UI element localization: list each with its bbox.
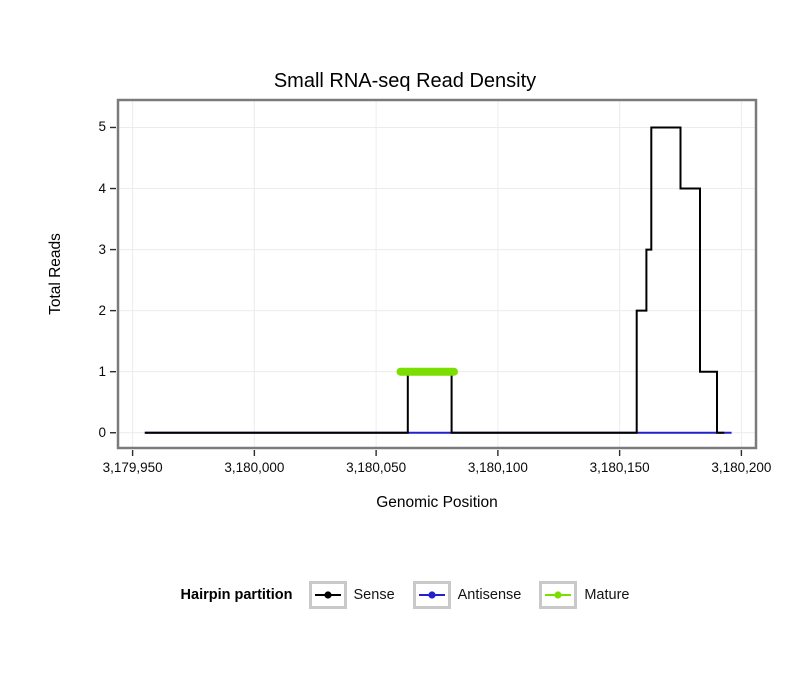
x-tick-label: 3,180,050 (346, 460, 407, 475)
legend-item: Sense (308, 581, 395, 609)
y-tick-label: 1 (98, 363, 106, 379)
legend-item: Antisense (412, 581, 522, 609)
y-tick-label: 4 (98, 180, 106, 196)
x-tick-label: 3,180,100 (467, 460, 528, 475)
chart-title: Small RNA-seq Read Density (273, 70, 537, 92)
x-tick-label: 3,180,200 (711, 460, 772, 475)
panel-border (116, 98, 758, 450)
y-tick-label: 0 (98, 424, 106, 440)
legend-item: Mature (539, 581, 629, 609)
x-tick-label: 3,179,950 (102, 460, 163, 475)
legend: Hairpin partition Sense Antisense Mature (0, 581, 810, 609)
plot-area (110, 98, 758, 456)
x-tick-label: 3,180,000 (224, 460, 285, 475)
legend-key-box (308, 581, 347, 609)
legend-key-symbol (314, 591, 341, 599)
series-line-sense (144, 126, 725, 434)
legend-key-symbol (418, 591, 445, 599)
legend-key-box (412, 581, 451, 609)
legend-title: Hairpin partition (180, 587, 293, 603)
legend-item-label: Mature (584, 587, 630, 603)
legend-key-box (539, 581, 578, 609)
y-tick-label: 3 (98, 241, 106, 257)
x-tick-label: 3,180,150 (589, 460, 650, 475)
legend-key-symbol (545, 591, 572, 599)
y-tick-label: 5 (98, 119, 106, 135)
y-tick-label: 2 (98, 302, 106, 318)
legend-item-label: Antisense (457, 587, 522, 603)
x-axis-label: Genomic Position (376, 494, 498, 511)
legend-items: Sense Antisense Mature (308, 581, 629, 609)
legend-item-label: Sense (353, 587, 395, 603)
